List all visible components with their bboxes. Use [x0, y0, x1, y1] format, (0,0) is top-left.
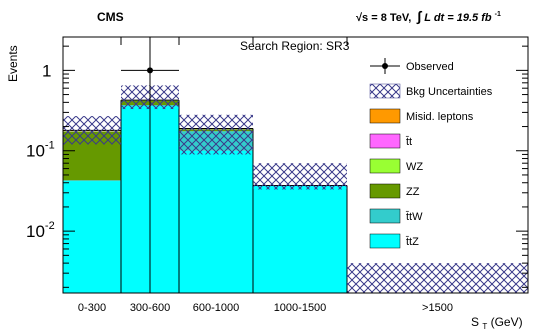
legend-label: t̄t: [405, 136, 412, 148]
y-axis-label: Events: [6, 45, 20, 82]
experiment-label: CMS: [97, 10, 124, 24]
uncertainty-band: [253, 163, 347, 190]
legend-label: Misid. leptons: [406, 111, 474, 123]
y-tick-base: 1: [42, 61, 51, 80]
legend-label: ZZ: [406, 186, 420, 198]
lumi-exponent: -1: [495, 11, 501, 18]
x-tick-label: 600-1000: [193, 302, 240, 314]
y-tick-label: 10-2: [26, 220, 55, 241]
legend-uncertainty-swatch: [369, 83, 401, 99]
legend-label: t̄tW: [405, 211, 423, 223]
y-tick-exponent: -2: [45, 220, 55, 232]
bar-segment: [179, 150, 253, 293]
uncertainty-layer: [63, 85, 528, 293]
legend-observed-marker: [382, 63, 388, 69]
legend-swatch: [369, 208, 401, 224]
x-tick-labels: 0-300 300-600 600-1000 1000-1500 >1500: [78, 302, 453, 314]
legend-label: WZ: [406, 161, 423, 173]
x-tick-label: 300-600: [130, 302, 170, 314]
uncertainty-band: [63, 116, 121, 145]
sqrt-s-label: √s = 8 TeV,: [356, 12, 411, 24]
x-axis-label: S T (GeV): [471, 315, 523, 331]
legend-label: t̄tZ: [405, 236, 419, 248]
legend-label: Bkg Uncertainties: [406, 86, 493, 98]
integral-sign: ∫: [416, 8, 422, 25]
y-tick-label: 1: [42, 61, 51, 80]
lumi-label: L dt = 19.5 fb: [424, 12, 492, 24]
x-axis-label-sub: T: [482, 322, 487, 331]
legend-swatch: [369, 183, 401, 199]
legend-swatch: [369, 108, 401, 124]
x-axis-label-unit: (GeV): [491, 315, 523, 329]
legend-swatch: [369, 158, 401, 174]
y-tick-exponent: -1: [45, 140, 55, 152]
observed-layer: [121, 37, 179, 293]
uncertainty-band: [179, 114, 253, 155]
plot-frame: [62, 36, 529, 294]
bar-segment: [253, 185, 347, 293]
x-axis-label-main: S: [471, 315, 479, 329]
uncertainty-band: [347, 263, 528, 293]
x-tick-label: >1500: [422, 302, 453, 314]
y-tick-base: 10: [26, 142, 45, 161]
legend-swatch: [369, 133, 401, 149]
bar-segment: [63, 181, 121, 293]
legend: Observed Bkg Uncertainties Misid. leptons t…: [369, 58, 493, 249]
region-label: Search Region: SR3: [240, 39, 350, 53]
bar-segment: [63, 180, 121, 182]
energy-label: √s = 8 TeV, ∫ L dt = 19.5 fb -1: [356, 8, 501, 25]
legend-swatch: [369, 233, 401, 249]
y-tick-base: 10: [26, 222, 45, 241]
observed-point: [147, 67, 153, 74]
legend-label: Observed: [406, 61, 454, 73]
axis-layer: 10-210-11: [26, 37, 528, 293]
y-tick-label: 10-1: [26, 140, 55, 161]
x-tick-label: 1000-1500: [274, 302, 327, 314]
x-tick-label: 0-300: [78, 302, 106, 314]
